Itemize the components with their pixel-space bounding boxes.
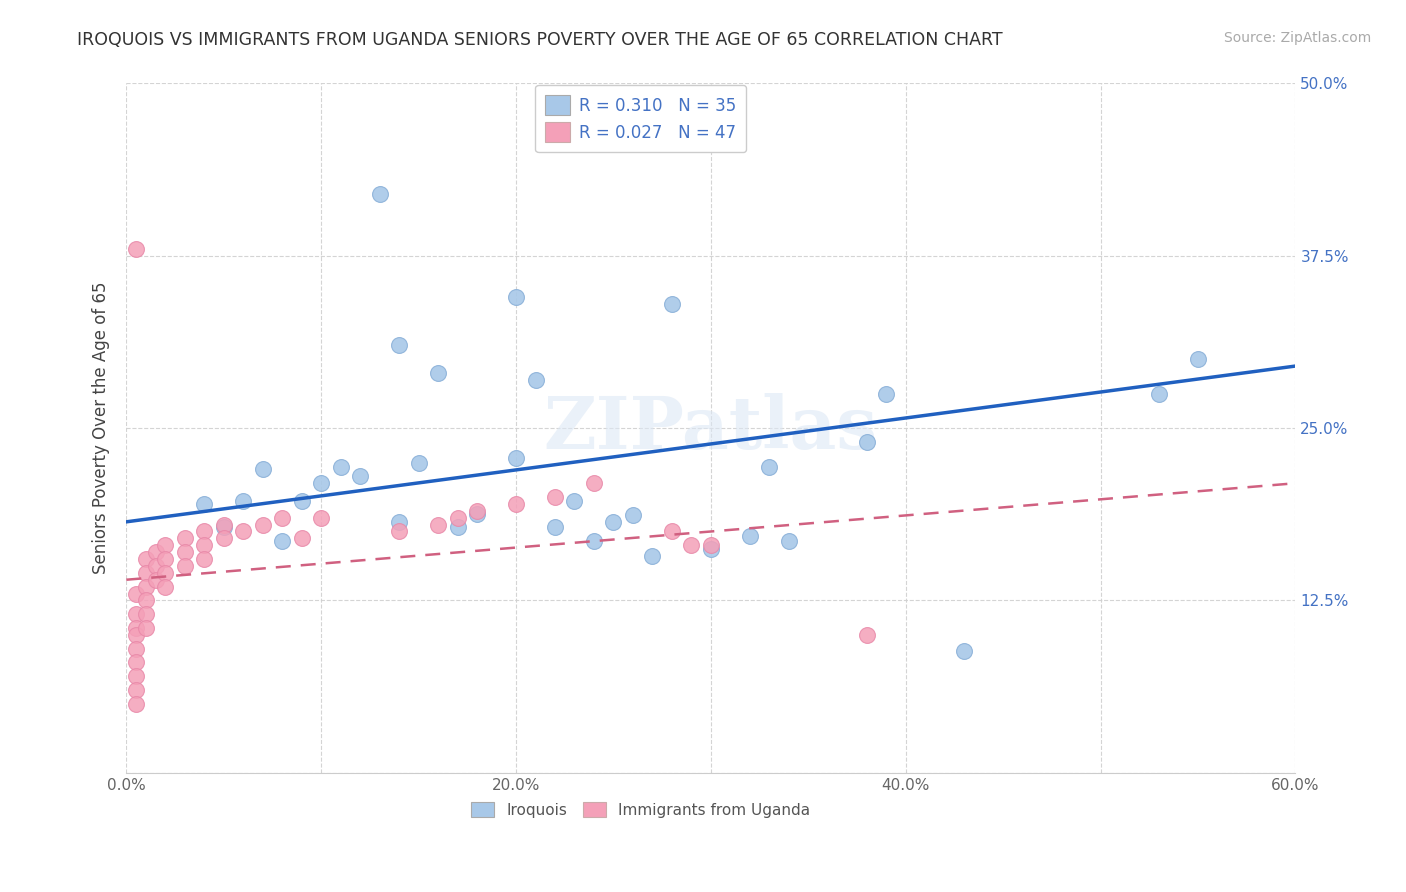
- Point: [252, 517, 274, 532]
- Point: [388, 515, 411, 529]
- Point: [564, 494, 586, 508]
- Point: [446, 520, 468, 534]
- Point: [125, 656, 148, 670]
- Point: [212, 517, 235, 532]
- Point: [505, 290, 527, 304]
- Point: [125, 607, 148, 622]
- Point: [446, 510, 468, 524]
- Point: [544, 520, 567, 534]
- Point: [953, 644, 976, 658]
- Point: [135, 593, 157, 607]
- Point: [329, 459, 352, 474]
- Point: [155, 552, 177, 566]
- Point: [232, 494, 254, 508]
- Point: [145, 573, 167, 587]
- Point: [621, 508, 644, 522]
- Point: [145, 558, 167, 573]
- Point: [465, 507, 488, 521]
- Point: [135, 580, 157, 594]
- Point: [125, 242, 148, 256]
- Point: [125, 586, 148, 600]
- Point: [135, 621, 157, 635]
- Point: [582, 476, 605, 491]
- Point: [602, 515, 624, 529]
- Point: [427, 366, 450, 380]
- Point: [193, 497, 215, 511]
- Point: [212, 532, 235, 546]
- Point: [125, 669, 148, 683]
- Text: ZIPatlas: ZIPatlas: [544, 392, 877, 464]
- Point: [661, 297, 683, 311]
- Point: [212, 520, 235, 534]
- Legend: Iroquois, Immigrants from Uganda: Iroquois, Immigrants from Uganda: [465, 796, 815, 823]
- Point: [524, 373, 547, 387]
- Point: [193, 524, 215, 539]
- Text: Source: ZipAtlas.com: Source: ZipAtlas.com: [1223, 31, 1371, 45]
- Point: [388, 524, 411, 539]
- Point: [145, 545, 167, 559]
- Point: [252, 462, 274, 476]
- Point: [738, 528, 761, 542]
- Point: [505, 497, 527, 511]
- Point: [193, 538, 215, 552]
- Point: [232, 524, 254, 539]
- Point: [368, 186, 391, 201]
- Point: [427, 517, 450, 532]
- Point: [173, 545, 195, 559]
- Point: [758, 459, 780, 474]
- Point: [582, 534, 605, 549]
- Point: [155, 566, 177, 580]
- Point: [544, 490, 567, 504]
- Point: [135, 566, 157, 580]
- Point: [135, 552, 157, 566]
- Point: [875, 386, 897, 401]
- Point: [125, 697, 148, 711]
- Point: [408, 456, 430, 470]
- Point: [681, 538, 703, 552]
- Point: [661, 524, 683, 539]
- Point: [349, 469, 371, 483]
- Point: [309, 510, 332, 524]
- Point: [291, 494, 314, 508]
- Point: [855, 628, 877, 642]
- Point: [155, 580, 177, 594]
- Point: [291, 532, 314, 546]
- Point: [125, 683, 148, 698]
- Point: [641, 549, 664, 564]
- Point: [173, 558, 195, 573]
- Point: [465, 504, 488, 518]
- Point: [135, 607, 157, 622]
- Point: [155, 538, 177, 552]
- Point: [271, 510, 294, 524]
- Point: [125, 621, 148, 635]
- Point: [173, 532, 195, 546]
- Text: IROQUOIS VS IMMIGRANTS FROM UGANDA SENIORS POVERTY OVER THE AGE OF 65 CORRELATIO: IROQUOIS VS IMMIGRANTS FROM UGANDA SENIO…: [77, 31, 1002, 49]
- Point: [700, 542, 723, 557]
- Point: [125, 628, 148, 642]
- Point: [309, 476, 332, 491]
- Point: [700, 538, 723, 552]
- Point: [505, 451, 527, 466]
- Point: [1187, 352, 1209, 367]
- Point: [855, 434, 877, 449]
- Point: [388, 338, 411, 352]
- Point: [193, 552, 215, 566]
- Point: [125, 641, 148, 656]
- Point: [271, 534, 294, 549]
- Point: [778, 534, 800, 549]
- Point: [1147, 386, 1170, 401]
- Y-axis label: Seniors Poverty Over the Age of 65: Seniors Poverty Over the Age of 65: [93, 282, 110, 574]
